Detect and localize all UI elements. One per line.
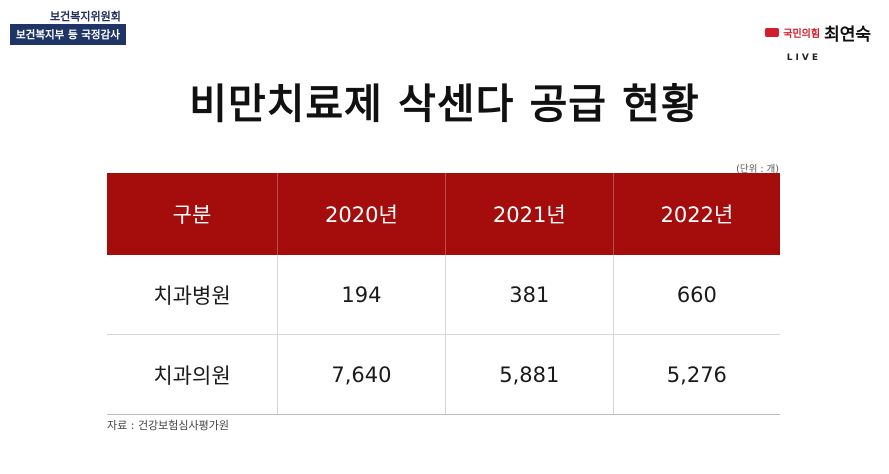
table-cell: 7,640 xyxy=(277,334,446,415)
row-label-dental-hospital: 치과병원 xyxy=(107,255,278,335)
supply-table: 구분 2020년 2021년 2022년 치과병원 194 381 660 치과… xyxy=(107,173,780,415)
unit-note: (단위 : 개) xyxy=(736,164,779,175)
row-label-dental-clinic: 치과의원 xyxy=(107,334,278,415)
table-row: 치과병원 194 381 660 xyxy=(107,255,780,335)
column-header-2020: 2020년 xyxy=(277,173,446,255)
live-indicator: LIVE xyxy=(786,53,821,63)
table-cell: 381 xyxy=(445,255,614,335)
column-header-2021: 2021년 xyxy=(445,173,614,255)
page-title: 비만치료제 삭센다 공급 현황 xyxy=(189,80,700,128)
committee-label: 보건복지위원회 xyxy=(50,10,121,23)
speaker-name: 최연숙 xyxy=(824,25,871,45)
table-cell: 5,276 xyxy=(613,334,780,415)
session-badge: 보건복지부 등 국정감사 xyxy=(10,24,126,45)
table-cell: 5,881 xyxy=(445,334,614,415)
column-header-category: 구분 xyxy=(107,173,278,255)
table-row: 치과의원 7,640 5,881 5,276 xyxy=(107,334,780,415)
table-cell: 660 xyxy=(613,255,780,335)
broadcast-logo: 국민의힘 최연숙 xyxy=(765,20,871,45)
table-cell: 194 xyxy=(277,255,446,335)
source-note: 자료 : 건강보험심사평가원 xyxy=(107,419,230,432)
column-header-2022: 2022년 xyxy=(613,173,780,255)
party-flag-icon xyxy=(765,28,780,37)
party-name: 국민의힘 xyxy=(783,29,821,40)
table-header-row: 구분 2020년 2021년 2022년 xyxy=(107,173,780,255)
